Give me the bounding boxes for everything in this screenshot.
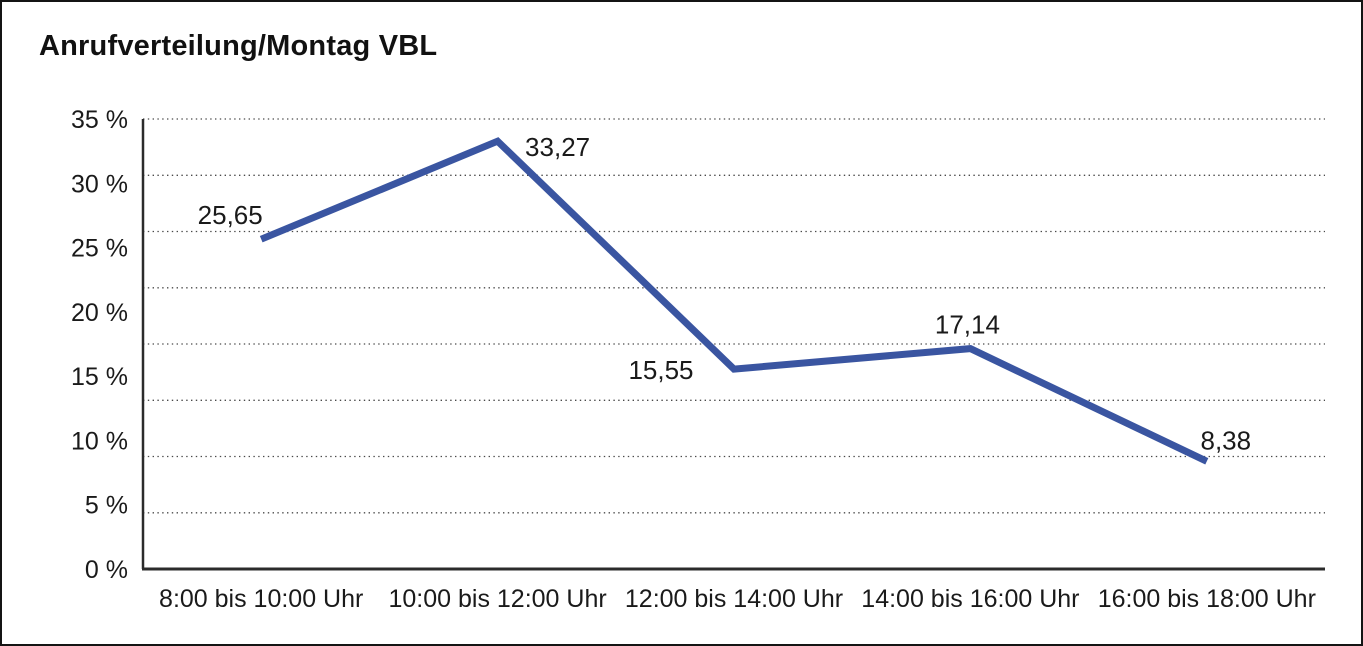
- y-tick-label: 15 %: [71, 363, 128, 391]
- data-line: [259, 137, 1209, 465]
- y-tick-label: 25 %: [71, 235, 128, 263]
- x-category-label: 10:00 bis 12:00 Uhr: [388, 585, 606, 613]
- y-tick-label: 10 %: [71, 427, 128, 455]
- data-point-label: 33,27: [525, 132, 590, 162]
- x-category-label: 8:00 bis 10:00 Uhr: [159, 585, 363, 613]
- data-point-label: 17,14: [935, 310, 1000, 340]
- data-point-label: 15,55: [628, 355, 693, 385]
- x-category-label: 12:00 bis 14:00 Uhr: [625, 585, 843, 613]
- data-point-label: 8,38: [1200, 425, 1251, 455]
- y-tick-label: 5 %: [85, 492, 128, 520]
- x-category-label: 16:00 bis 18:00 Uhr: [1098, 585, 1316, 613]
- y-tick-label: 20 %: [71, 299, 128, 327]
- y-tick-label: 35 %: [71, 106, 128, 134]
- x-category-label: 14:00 bis 16:00 Uhr: [861, 585, 1079, 613]
- data-point-label: 25,65: [198, 200, 263, 230]
- y-tick-label: 0 %: [85, 556, 128, 584]
- chart-title: Anrufverteilung/Montag VBL: [39, 30, 438, 62]
- y-tick-label: 30 %: [71, 170, 128, 198]
